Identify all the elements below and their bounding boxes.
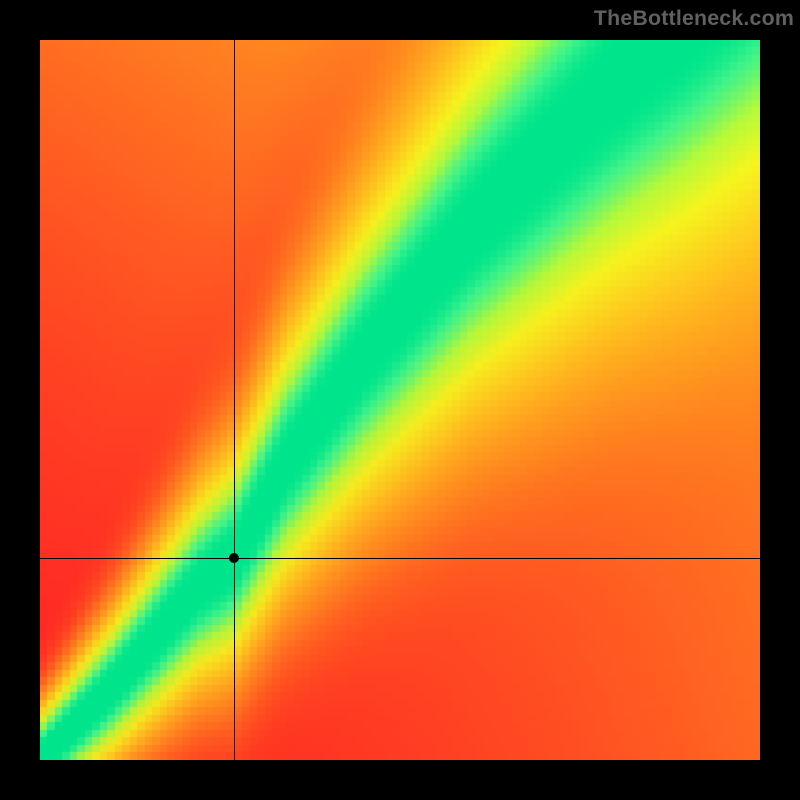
heatmap-canvas <box>40 40 760 760</box>
heatmap-plot <box>40 40 760 760</box>
watermark-text: TheBottleneck.com <box>594 6 794 31</box>
